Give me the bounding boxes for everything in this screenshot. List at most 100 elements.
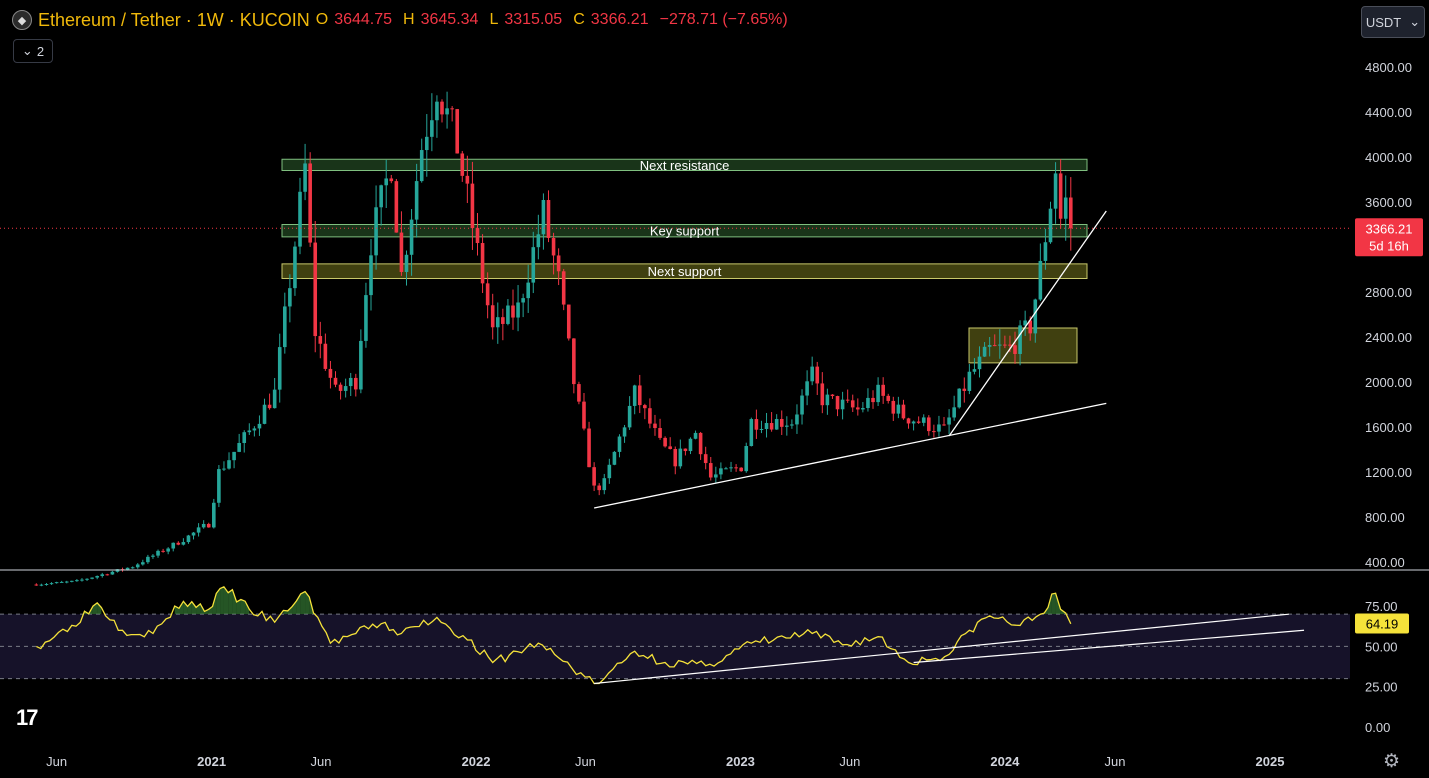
candle-body bbox=[896, 404, 901, 414]
candle-body bbox=[34, 584, 39, 586]
candle-body bbox=[440, 101, 444, 115]
candle-body bbox=[977, 356, 982, 370]
last-price-badge bbox=[1355, 218, 1423, 257]
zone-box[interactable] bbox=[281, 224, 1088, 238]
candle-body bbox=[100, 574, 105, 577]
trendline[interactable] bbox=[593, 402, 1107, 509]
price-tick-label: 2400.00 bbox=[1365, 330, 1412, 345]
candle-body bbox=[871, 397, 875, 403]
candle-body bbox=[678, 448, 683, 467]
candle-body bbox=[288, 288, 292, 307]
candle-body bbox=[485, 283, 490, 306]
candle-body bbox=[866, 397, 870, 409]
candle-body bbox=[156, 550, 160, 556]
candle-body bbox=[206, 523, 211, 528]
candle-body bbox=[141, 562, 145, 565]
rsi-overbought-fill bbox=[292, 600, 297, 615]
candle-body bbox=[597, 485, 601, 491]
candle-body bbox=[744, 446, 749, 472]
candle-body bbox=[1018, 325, 1022, 354]
candle-body bbox=[536, 234, 541, 248]
tradingview-logo-icon[interactable]: 17 bbox=[16, 705, 39, 730]
rsi-tick-label: 25.00 bbox=[1365, 680, 1398, 695]
time-tick-label: 2023 bbox=[726, 754, 755, 769]
candle-body bbox=[1003, 344, 1007, 346]
candle-body bbox=[166, 548, 170, 552]
last-price-label: 3366.21 bbox=[1366, 221, 1413, 236]
candle-body bbox=[845, 399, 850, 401]
candle-body bbox=[470, 183, 475, 229]
candle-body bbox=[835, 396, 840, 410]
candle-body bbox=[561, 271, 566, 305]
ohlc-open: 3644.75 bbox=[334, 11, 393, 28]
candle-body bbox=[617, 436, 622, 452]
candle-body bbox=[435, 101, 439, 121]
price-axis[interactable]: 400.00 800.00 1200.00 1600.00 2000.00 2400.00… bbox=[0, 60, 1423, 769]
candle-body bbox=[612, 451, 617, 465]
currency-selector[interactable]: USDT ⌄ bbox=[1361, 6, 1425, 38]
candle-body bbox=[785, 425, 789, 427]
candle-body bbox=[825, 394, 830, 406]
candle-body bbox=[754, 419, 759, 430]
price-tick-label: 4000.00 bbox=[1365, 150, 1412, 165]
indicators-toggle-button[interactable]: ⌄ 2 bbox=[13, 39, 53, 63]
candle-body bbox=[566, 304, 571, 339]
candle-body bbox=[277, 347, 282, 390]
zone-box[interactable] bbox=[281, 158, 1088, 171]
candle-body bbox=[541, 200, 546, 235]
candle-body bbox=[105, 574, 110, 576]
candle-body bbox=[861, 408, 865, 410]
candle-body bbox=[328, 368, 333, 378]
rsi-overbought-fill bbox=[220, 586, 224, 615]
candle-body bbox=[333, 377, 338, 385]
candle-body bbox=[75, 580, 79, 582]
candle-body bbox=[70, 580, 74, 582]
time-tick-label: Jun bbox=[311, 754, 332, 769]
candle-body bbox=[247, 430, 252, 433]
time-tick-label: Jun bbox=[839, 754, 860, 769]
rsi-overbought-fill bbox=[232, 589, 237, 615]
candle-body bbox=[455, 109, 460, 154]
candle-body bbox=[932, 431, 936, 433]
rsi-overbought-fill bbox=[216, 588, 221, 615]
zone-box[interactable] bbox=[968, 327, 1078, 364]
rsi-tick-label: 0.00 bbox=[1365, 720, 1390, 735]
candle-body bbox=[399, 232, 404, 272]
candle-body bbox=[795, 414, 799, 425]
candle-body bbox=[643, 405, 647, 409]
candle-body bbox=[840, 399, 845, 410]
trendline[interactable] bbox=[948, 210, 1107, 437]
rsi-trendline[interactable] bbox=[594, 613, 1289, 685]
candle-body bbox=[146, 556, 150, 563]
ohlc-close: 3366.21 bbox=[590, 11, 649, 28]
candle-body bbox=[521, 298, 525, 303]
gear-icon[interactable]: ⚙ bbox=[1383, 751, 1401, 772]
candle-body bbox=[886, 395, 891, 401]
rsi-trendline[interactable] bbox=[913, 629, 1305, 664]
candle-body bbox=[937, 424, 941, 432]
candle-body bbox=[186, 535, 191, 543]
candle-body bbox=[171, 542, 176, 549]
candle-body bbox=[379, 185, 383, 208]
candle-body bbox=[637, 385, 642, 406]
price-tick-label: 400.00 bbox=[1365, 555, 1405, 570]
symbol-title[interactable]: Ethereum / Tether · 1W · KUCOIN bbox=[38, 9, 310, 30]
price-tick-label: 800.00 bbox=[1365, 510, 1405, 525]
candle-body bbox=[196, 527, 201, 533]
candle-body bbox=[673, 448, 678, 467]
candle-body bbox=[135, 564, 140, 568]
time-tick-label: 2021 bbox=[197, 754, 226, 769]
candle-body bbox=[1043, 242, 1048, 261]
candle-body bbox=[1013, 345, 1017, 354]
candle-body bbox=[815, 366, 820, 384]
candle-body bbox=[972, 369, 977, 372]
candle-body bbox=[460, 153, 465, 176]
candle-body bbox=[313, 242, 318, 337]
candle-body bbox=[217, 469, 221, 503]
candle-body bbox=[303, 163, 307, 192]
candle-body bbox=[465, 175, 470, 184]
candle-body bbox=[414, 181, 419, 220]
ohlc-open-key: O bbox=[315, 11, 329, 28]
rsi-pane[interactable]: 0.00 25.00 50.00 75.00 64.19 bbox=[0, 569, 1429, 735]
